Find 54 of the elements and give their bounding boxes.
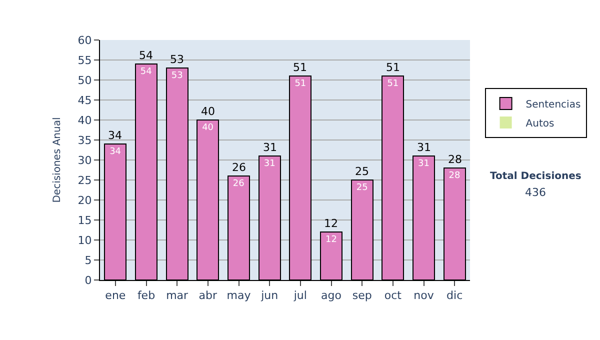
data-label: 12 — [326, 235, 337, 245]
x-tick-label: nov — [414, 289, 434, 302]
data-label: 31 — [418, 159, 430, 169]
x-tick-label: feb — [137, 289, 156, 302]
data-label: 31 — [264, 159, 276, 169]
data-label: 51 — [387, 79, 399, 89]
total-label: 28 — [448, 153, 462, 166]
total-label: 51 — [293, 61, 307, 74]
x-tick-label: sep — [352, 289, 372, 302]
total-label: 51 — [386, 61, 400, 74]
y-tick-label: 40 — [78, 114, 92, 127]
data-label: 40 — [202, 123, 214, 133]
total-label: 54 — [139, 49, 153, 62]
data-label: 34 — [110, 147, 122, 157]
total-label: 25 — [355, 165, 369, 178]
y-tick-label: 5 — [84, 254, 92, 267]
data-label: 53 — [171, 71, 183, 81]
data-label: 51 — [294, 79, 306, 89]
x-tick-label: ene — [105, 289, 126, 302]
data-label: 28 — [448, 171, 460, 181]
x-tick-label: ago — [321, 289, 342, 302]
y-tick-label: 50 — [78, 74, 92, 87]
data-label: 54 — [140, 67, 152, 77]
x-tick-label: jun — [260, 289, 278, 302]
legend-label: Sentencias — [526, 99, 581, 110]
x-tick-label: dic — [446, 289, 463, 302]
text: Total Decisiones — [490, 171, 582, 182]
y-tick-label: 25 — [78, 174, 92, 187]
x-tick-label: may — [226, 289, 252, 302]
y-tick-label: 20 — [78, 194, 92, 207]
y-tick-label: 10 — [78, 234, 92, 247]
y-tick-label: 0 — [84, 274, 92, 287]
y-tick-label: 15 — [78, 214, 92, 227]
y-tick-label: 45 — [78, 94, 92, 107]
y-tick-label: 30 — [78, 154, 92, 167]
y-axis-title: Decisiones Anual — [52, 117, 63, 203]
total-label: 34 — [108, 129, 122, 142]
y-tick-label: 35 — [78, 134, 92, 147]
total-label: 40 — [201, 105, 215, 118]
y-tick-label: 60 — [78, 34, 92, 47]
x-tick-label: jul — [292, 289, 307, 302]
total-label: 12 — [324, 217, 338, 230]
legend-label: Autos — [526, 118, 554, 130]
total-label: 31 — [263, 141, 277, 154]
x-tick-label: oct — [384, 289, 402, 302]
data-label: 25 — [356, 183, 368, 193]
x-tick-label: mar — [166, 289, 189, 302]
total-label: 31 — [417, 141, 431, 154]
x-tick-label: abr — [198, 289, 218, 302]
text: 436 — [525, 186, 546, 199]
total-label: 26 — [232, 161, 246, 174]
data-label: 26 — [232, 179, 245, 189]
y-tick-label: 55 — [78, 54, 92, 67]
total-label: 53 — [170, 53, 184, 66]
